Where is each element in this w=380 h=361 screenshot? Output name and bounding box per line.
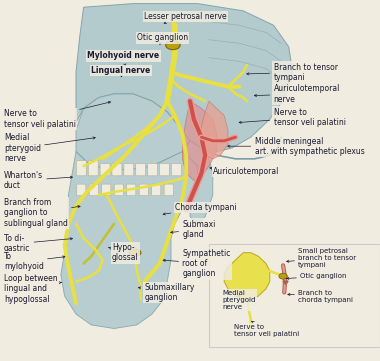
Text: Submaxi
gland: Submaxi gland: [171, 219, 216, 239]
Polygon shape: [76, 4, 293, 152]
Polygon shape: [182, 141, 213, 224]
FancyBboxPatch shape: [164, 184, 173, 196]
Text: Mylohyoid nerve: Mylohyoid nerve: [87, 52, 160, 66]
Text: Medial
pterygoid
nerve: Medial pterygoid nerve: [222, 290, 256, 310]
Ellipse shape: [166, 40, 180, 49]
Text: Medial
pterygoid
nerve: Medial pterygoid nerve: [4, 133, 95, 163]
FancyBboxPatch shape: [89, 184, 98, 196]
Text: Sympathetic
root of
ganglion: Sympathetic root of ganglion: [163, 249, 231, 278]
FancyBboxPatch shape: [139, 184, 148, 196]
Text: Branch to tensor
tympani: Branch to tensor tympani: [247, 62, 337, 82]
Text: Branch to
chorda tympani: Branch to chorda tympani: [288, 290, 353, 303]
Polygon shape: [201, 101, 228, 159]
Ellipse shape: [279, 273, 287, 279]
Text: Auriculotemporal
nerve: Auriculotemporal nerve: [254, 84, 340, 104]
FancyBboxPatch shape: [112, 164, 122, 176]
FancyBboxPatch shape: [152, 184, 161, 196]
FancyBboxPatch shape: [136, 164, 146, 176]
Text: Nerve to
tensor veli palatini: Nerve to tensor veli palatini: [4, 101, 111, 129]
Text: Hypo-
glossal: Hypo- glossal: [108, 243, 139, 262]
Text: Otic ganglion: Otic ganglion: [137, 34, 188, 44]
Text: To
mylohyoid: To mylohyoid: [4, 252, 65, 271]
Text: Wharton's
duct: Wharton's duct: [4, 171, 73, 190]
Ellipse shape: [129, 249, 141, 256]
Text: To di-
gastric: To di- gastric: [4, 234, 73, 253]
FancyBboxPatch shape: [209, 244, 380, 347]
Text: Branch from
ganglion to
sublingual gland: Branch from ganglion to sublingual gland: [4, 198, 80, 228]
Text: Lesser petrosal nerve: Lesser petrosal nerve: [144, 12, 227, 23]
Text: Submaxillary
ganglion: Submaxillary ganglion: [138, 283, 195, 302]
FancyBboxPatch shape: [102, 184, 111, 196]
Text: Nerve to
tensor veli palatini: Nerve to tensor veli palatini: [239, 108, 345, 127]
Text: Nerve to
tensor veli palatini: Nerve to tensor veli palatini: [234, 321, 299, 337]
FancyBboxPatch shape: [100, 164, 110, 176]
Text: Lingual nerve: Lingual nerve: [91, 66, 150, 77]
Text: Small petrosal
branch to tensor
tympani: Small petrosal branch to tensor tympani: [287, 248, 356, 268]
Polygon shape: [76, 94, 190, 170]
Text: Otic ganglion: Otic ganglion: [287, 273, 347, 279]
Polygon shape: [224, 253, 270, 300]
FancyBboxPatch shape: [171, 164, 181, 176]
FancyBboxPatch shape: [160, 164, 169, 176]
Text: Chorda tympani: Chorda tympani: [163, 203, 236, 215]
FancyBboxPatch shape: [124, 164, 134, 176]
FancyBboxPatch shape: [77, 184, 86, 196]
FancyBboxPatch shape: [76, 161, 86, 176]
Polygon shape: [61, 152, 198, 329]
Text: Loop between
lingual and
hypoglossal: Loop between lingual and hypoglossal: [4, 274, 62, 304]
FancyBboxPatch shape: [114, 184, 124, 196]
Text: Auriculotemporal: Auriculotemporal: [210, 167, 279, 176]
FancyBboxPatch shape: [88, 161, 98, 176]
FancyBboxPatch shape: [147, 164, 157, 176]
FancyBboxPatch shape: [127, 184, 136, 196]
Text: Middle meningeal
art. with sympathetic plexus: Middle meningeal art. with sympathetic p…: [228, 136, 364, 156]
Polygon shape: [182, 101, 217, 180]
